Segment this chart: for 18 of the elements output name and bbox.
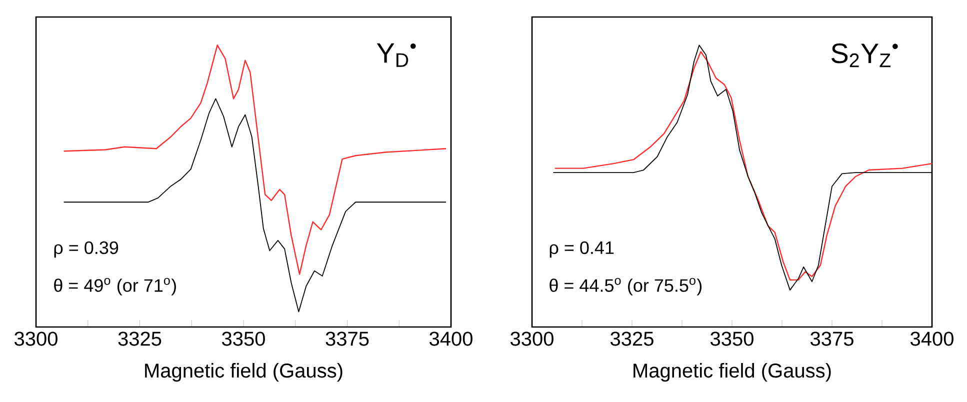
x-tick-label: 3325: [118, 332, 162, 346]
annotation: Y$_{D}$•: [376, 43, 416, 67]
x-tick-label: 3350: [710, 332, 754, 346]
x-tick-label: 3400: [910, 332, 954, 346]
annotation: ρ = 0.41: [550, 241, 614, 258]
annotation: S$_{2}$Y$_{Z}$•: [831, 43, 898, 68]
x-tick-label: 3300: [510, 332, 554, 346]
x-axis-title: Magnetic field (Gauss): [145, 363, 342, 382]
x-tick-label: 3375: [326, 332, 369, 346]
x-tick-label: 3350: [222, 332, 265, 346]
x-tick-label: 3375: [810, 332, 854, 346]
x-tick-label: 3300: [14, 332, 58, 346]
x-tick-label: 3325: [610, 332, 654, 346]
x-axis-title: Magnetic field (Gauss): [634, 363, 831, 382]
x-tick-label: 3400: [430, 332, 472, 346]
annotation: θ = 49$^{o}$ (or 71$^{o}$): [54, 278, 176, 296]
annotation: θ = 44.5$^{o}$ (or 75.5$^{o}$): [550, 278, 702, 296]
annotation: ρ = 0.39: [54, 241, 118, 258]
